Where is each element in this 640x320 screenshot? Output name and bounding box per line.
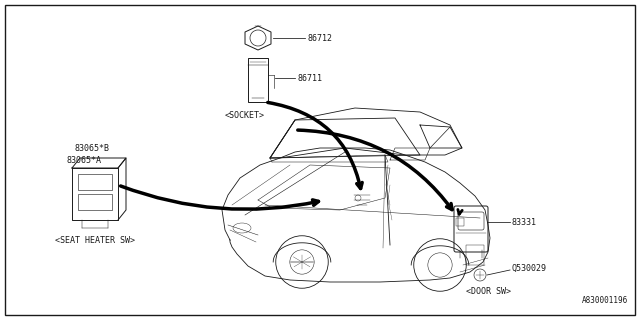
Bar xyxy=(78,174,112,190)
Text: 83065*B: 83065*B xyxy=(74,143,109,153)
Text: 86712: 86712 xyxy=(307,34,332,43)
Text: <SEAT HEATER SW>: <SEAT HEATER SW> xyxy=(55,236,135,244)
Text: Q530029: Q530029 xyxy=(512,263,547,273)
Text: <SOCKET>: <SOCKET> xyxy=(225,110,265,119)
Bar xyxy=(456,218,464,226)
Bar xyxy=(248,58,268,102)
Text: A830001196: A830001196 xyxy=(582,296,628,305)
Text: 86711: 86711 xyxy=(297,74,322,83)
Text: 83065*A: 83065*A xyxy=(66,156,101,164)
Bar xyxy=(78,194,112,210)
Bar xyxy=(466,245,484,265)
Text: 83331: 83331 xyxy=(512,218,537,227)
Text: <DOOR SW>: <DOOR SW> xyxy=(465,287,511,297)
